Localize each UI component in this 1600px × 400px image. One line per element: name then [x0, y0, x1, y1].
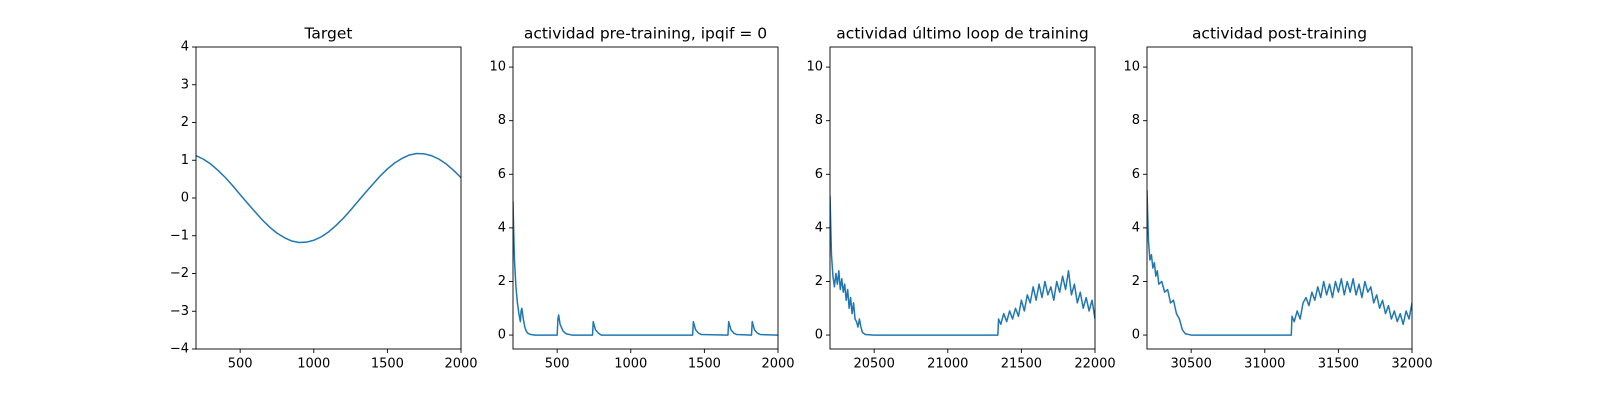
y-tick-label: 8 [498, 113, 506, 128]
y-tick-label: 4 [498, 220, 506, 235]
y-tick-label: 2 [1132, 274, 1140, 289]
y-tick-label: 10 [489, 60, 506, 75]
x-tick-label: 1500 [371, 357, 404, 372]
x-tick-label: 1000 [297, 357, 330, 372]
chart-title: actividad pre-training, ipqif = 0 [524, 25, 767, 43]
y-tick-label: 0 [1132, 328, 1140, 343]
y-tick-label: 10 [806, 60, 823, 75]
chart-title: Target [304, 25, 353, 43]
x-tick-label: 500 [228, 357, 253, 372]
x-tick-label: 22000 [1074, 357, 1115, 372]
y-tick-label: 0 [181, 191, 189, 206]
y-tick-label: −3 [170, 304, 189, 319]
y-tick-label: 4 [1132, 220, 1140, 235]
y-tick-label: 4 [181, 40, 189, 55]
y-tick-label: 8 [815, 113, 823, 128]
y-tick-label: 8 [1132, 113, 1140, 128]
x-tick-label: 21500 [1001, 357, 1042, 372]
data-line [1147, 190, 1412, 336]
y-tick-label: 0 [815, 328, 823, 343]
axes-frame [195, 46, 462, 350]
y-tick-label: 10 [1123, 60, 1140, 75]
x-tick-label: 500 [545, 357, 570, 372]
y-tick-label: 0 [498, 328, 506, 343]
x-tick-label: 1000 [614, 357, 647, 372]
x-tick-label: 1500 [688, 357, 721, 372]
axes-frame [829, 46, 1096, 350]
data-line [830, 195, 1095, 336]
y-tick-label: −4 [170, 342, 189, 357]
chart-title: actividad post-training [1192, 25, 1367, 43]
y-tick-label: 6 [1132, 167, 1140, 182]
x-tick-label: 20500 [853, 357, 894, 372]
x-tick-label: 30500 [1170, 357, 1211, 372]
x-tick-label: 21000 [927, 357, 968, 372]
axes-frame [1146, 46, 1413, 350]
x-tick-label: 2000 [761, 357, 794, 372]
y-tick-label: 2 [181, 115, 189, 130]
y-tick-label: −1 [170, 228, 189, 243]
x-tick-label: 2000 [444, 357, 477, 372]
y-tick-label: 1 [181, 153, 189, 168]
y-tick-label: 6 [815, 167, 823, 182]
y-tick-label: 4 [815, 220, 823, 235]
x-tick-label: 31000 [1244, 357, 1285, 372]
y-tick-label: 6 [498, 167, 506, 182]
y-tick-label: 3 [181, 77, 189, 92]
y-tick-label: −2 [170, 266, 189, 281]
x-tick-label: 31500 [1318, 357, 1359, 372]
axes-frame [512, 46, 779, 350]
chart-title: actividad último loop de training [836, 25, 1088, 43]
y-tick-label: 2 [498, 274, 506, 289]
data-line [196, 152, 461, 244]
x-tick-label: 32000 [1391, 357, 1432, 372]
data-line [513, 201, 778, 336]
y-tick-label: 2 [815, 274, 823, 289]
